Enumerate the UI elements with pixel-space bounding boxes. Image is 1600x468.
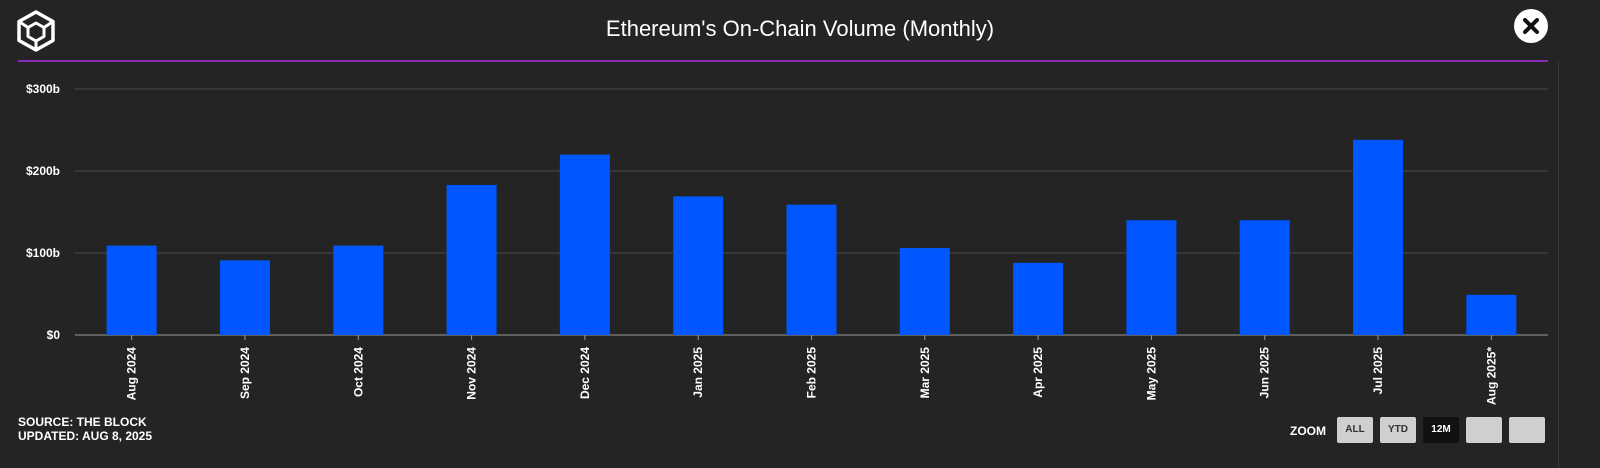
x-tick-label: Oct 2024: [351, 347, 365, 397]
source-label: SOURCE: THE BLOCK: [18, 415, 147, 429]
chart-footer: SOURCE: THE BLOCK UPDATED: AUG 8, 2025: [18, 415, 152, 443]
y-tick-label: $0: [47, 328, 61, 342]
bar[interactable]: [1126, 220, 1177, 335]
bar[interactable]: [1466, 294, 1517, 335]
x-tick-label: Mar 2025: [918, 347, 932, 399]
bar[interactable]: [219, 260, 270, 335]
x-tick-label: May 2025: [1144, 347, 1158, 401]
zoom-label: ZOOM: [1290, 424, 1326, 438]
header-divider: [18, 60, 1548, 62]
zoom-custom-button-2[interactable]: [1509, 417, 1545, 443]
zoom-custom-button-1[interactable]: [1466, 417, 1502, 443]
x-tick-label: Jan 2025: [691, 347, 705, 398]
x-tick-label: Sep 2024: [238, 347, 252, 399]
bar-chart: $0 $100b $200b $300b Aug 2024 Sep 2024 Oct 202…: [26, 82, 1548, 405]
updated-label: UPDATED: AUG 8, 2025: [18, 429, 153, 443]
bar[interactable]: [559, 154, 610, 335]
x-tick-label: Jun 2025: [1258, 347, 1272, 399]
y-tick-label: $200b: [26, 164, 60, 178]
bar[interactable]: [106, 245, 157, 335]
x-tick-label: Nov 2024: [465, 347, 479, 400]
bar[interactable]: [1353, 139, 1404, 335]
bar[interactable]: [1013, 262, 1064, 335]
x-tick-label: Apr 2025: [1031, 347, 1045, 398]
close-button[interactable]: [1514, 9, 1548, 43]
zoom-ytd-button[interactable]: YTD: [1380, 417, 1416, 443]
zoom-all-button[interactable]: ALL: [1337, 417, 1373, 443]
bar[interactable]: [786, 204, 837, 335]
bar[interactable]: [333, 245, 384, 335]
chart-header: Ethereum's On-Chain Volume (Monthly): [0, 0, 1600, 62]
close-icon: [1523, 18, 1539, 34]
x-tick-label: Dec 2024: [578, 347, 592, 399]
page-title: Ethereum's On-Chain Volume (Monthly): [605, 16, 995, 41]
x-tick-label: Aug 2025*: [1484, 347, 1498, 405]
y-tick-label: $100b: [26, 246, 60, 260]
x-tick-label: Jul 2025: [1371, 347, 1385, 395]
scrollbar[interactable]: [1558, 62, 1559, 468]
bar[interactable]: [899, 248, 950, 335]
cube-logo-icon: [17, 10, 55, 52]
x-tick-label: Aug 2024: [125, 347, 139, 401]
y-tick-label: $300b: [26, 82, 60, 96]
x-tick-label: Feb 2025: [805, 347, 819, 399]
bar[interactable]: [1239, 220, 1290, 335]
bar[interactable]: [673, 196, 724, 335]
bar[interactable]: [446, 184, 497, 335]
zoom-12m-button[interactable]: 12M: [1423, 417, 1459, 443]
